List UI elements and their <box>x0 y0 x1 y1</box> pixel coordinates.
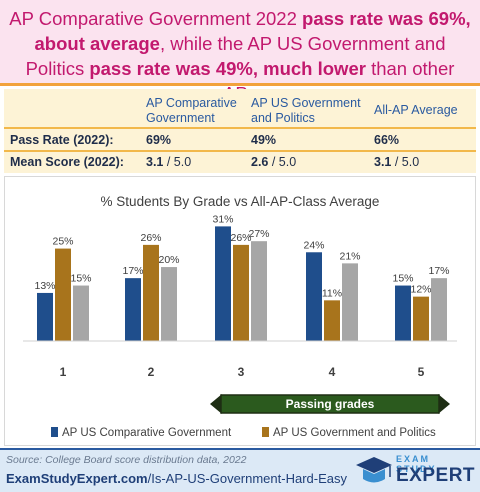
x-tick-label-2: 2 <box>148 365 155 379</box>
mean-score-usgov: 2.6 <box>251 155 269 169</box>
data-label-allap-grade-1: 15% <box>70 273 91 285</box>
source-url[interactable]: ExamStudyExpert.com/Is-AP-US-Government-… <box>6 471 347 486</box>
headline-text-2: , while the AP US Government and Politic… <box>25 33 446 79</box>
x-tick-label-1: 1 <box>60 365 67 379</box>
brand-top: EXAM STUDY <box>396 454 437 474</box>
data-label-comparative-grade-2: 17% <box>122 265 143 277</box>
summary-divider-1 <box>4 127 476 129</box>
bar-comparative-grade-1 <box>37 292 53 341</box>
legend-swatch-comparative <box>51 427 58 437</box>
legend-label-usgov: AP US Government and Politics <box>273 427 436 439</box>
summary-header-usgov: AP US Government and Politics <box>251 96 361 125</box>
mean-score-suffix: / 5.0 <box>163 155 192 169</box>
graduation-cap-icon <box>356 457 392 483</box>
source-note: Source: College Board score distribution… <box>6 454 247 466</box>
url-domain: ExamStudyExpert.com <box>6 471 148 486</box>
legend-label-comparative: AP US Comparative Government <box>62 427 232 439</box>
data-label-allap-grade-4: 21% <box>339 250 360 262</box>
brand-logo: EXAM STUDY EXPERT <box>354 453 476 491</box>
mean-score-comparative: 3.1 <box>146 155 164 169</box>
bar-allap-grade-5 <box>431 278 447 341</box>
chart-title: % Students By Grade vs All-AP-Class Aver… <box>101 194 380 209</box>
arrow-body <box>220 394 440 414</box>
headline-emphasis-2: pass rate was 49%, much lower <box>89 58 366 79</box>
arrow-left-head <box>210 394 222 414</box>
bar-usgov-grade-3 <box>233 244 249 341</box>
mean-score-label: Mean Score (2022): <box>10 155 124 169</box>
bar-comparative-grade-4 <box>306 252 322 341</box>
chart-panel: % Students By Grade vs All-AP-Class Aver… <box>4 176 476 446</box>
data-label-comparative-grade-4: 24% <box>303 239 324 251</box>
headline: AP Comparative Government 2022 pass rate… <box>0 0 480 104</box>
bar-comparative-grade-3 <box>215 226 231 341</box>
bar-comparative-grade-5 <box>395 285 411 341</box>
mean-score-suffix: / 5.0 <box>268 155 297 169</box>
brand-bottom: EXPERT <box>396 465 476 486</box>
x-tick-label-3: 3 <box>238 365 245 379</box>
arrow-right-head <box>438 394 450 414</box>
data-label-usgov-grade-5: 12% <box>410 284 431 296</box>
footer: Source: College Board score distribution… <box>0 448 480 492</box>
legend: AP US Comparative Government AP US Gover… <box>51 427 436 439</box>
bar-usgov-grade-2 <box>143 244 159 341</box>
url-path: /Is-AP-US-Government-Hard-Easy <box>147 471 347 486</box>
mean-score-allap: 3.1 <box>374 155 392 169</box>
grade-distribution-chart: % Students By Grade vs All-AP-Class Aver… <box>23 194 457 439</box>
data-label-allap-grade-3: 27% <box>248 228 269 240</box>
summary-divider-2 <box>4 150 476 152</box>
data-label-usgov-grade-4: 11% <box>322 287 342 299</box>
headline-emphasis-1: pass rate was 69%, about average <box>34 8 471 54</box>
x-tick-label-5: 5 <box>418 365 425 379</box>
bar-allap-grade-3 <box>251 241 267 341</box>
summary-header-comparative: AP Comparative Government <box>146 96 237 125</box>
passing-grades-arrow: Passing grades <box>210 394 450 414</box>
data-label-usgov-grade-1: 25% <box>52 236 73 248</box>
headline-text-1: AP Comparative Government 2022 <box>9 8 303 29</box>
data-label-comparative-grade-3: 31% <box>212 213 233 225</box>
summary-header-allap: All-AP Average <box>374 103 458 117</box>
data-label-usgov-grade-3: 26% <box>230 232 251 244</box>
data-label-usgov-grade-2: 26% <box>140 232 161 244</box>
data-label-comparative-grade-1: 13% <box>34 280 55 292</box>
x-tick-label-4: 4 <box>329 365 336 379</box>
bar-allap-grade-1 <box>73 285 89 341</box>
bar-usgov-grade-4 <box>324 300 340 341</box>
bar-allap-grade-4 <box>342 263 358 341</box>
bar-comparative-grade-2 <box>125 278 141 341</box>
pass-rate-label: Pass Rate (2022): <box>10 133 114 147</box>
bar-group: 13%25%15%17%26%20%31%26%27%24%11%21%15%1… <box>34 213 450 341</box>
pass-rate-comparative: 69% <box>146 133 172 147</box>
pass-rate-allap: 66% <box>374 133 400 147</box>
x-tick-group: 1 2 3 4 5 <box>60 365 425 379</box>
data-label-allap-grade-5: 17% <box>428 265 449 277</box>
mean-score-suffix: / 5.0 <box>391 155 420 169</box>
data-label-allap-grade-2: 20% <box>158 254 179 266</box>
pass-rate-usgov: 49% <box>251 133 277 147</box>
summary-table: AP Comparative Government AP US Governme… <box>4 89 476 173</box>
data-label-comparative-grade-5: 15% <box>392 273 413 285</box>
bar-allap-grade-2 <box>161 267 177 341</box>
legend-swatch-usgov <box>262 427 269 437</box>
bar-usgov-grade-5 <box>413 296 429 341</box>
bar-usgov-grade-1 <box>55 248 71 341</box>
passing-grades-label: Passing grades <box>286 397 375 411</box>
